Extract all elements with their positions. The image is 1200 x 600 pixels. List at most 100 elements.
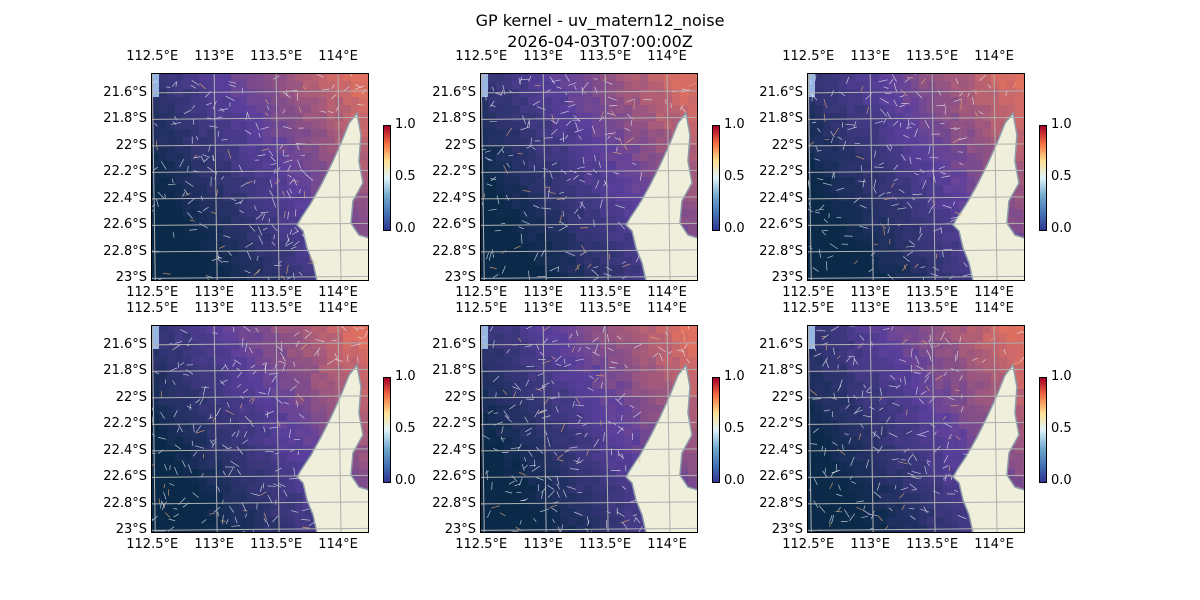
- field-cell: [191, 233, 200, 242]
- field-cell: [895, 225, 904, 234]
- field-cell: [544, 333, 553, 342]
- vector-arrow: [836, 187, 845, 191]
- gridline-lat: [480, 222, 698, 226]
- field-cell: [903, 249, 912, 258]
- field-cell: [231, 81, 240, 90]
- field-cell: [544, 257, 553, 266]
- field-cell: [552, 461, 561, 470]
- vector-arrow: [302, 508, 310, 512]
- vector-arrow: [823, 218, 828, 224]
- field-cell: [303, 257, 312, 266]
- vector-arrow: [285, 89, 288, 96]
- field-cell: [528, 493, 537, 502]
- vector-arrow: [184, 180, 194, 187]
- field-cell: [207, 397, 216, 406]
- field-cell: [592, 145, 601, 154]
- field-cell: [688, 185, 697, 194]
- field-cell: [847, 273, 856, 281]
- field-cell: [943, 209, 952, 218]
- vector-arrow: [308, 520, 318, 527]
- vector-arrow: [589, 375, 595, 380]
- vector-arrow: [271, 198, 277, 208]
- field-cell: [887, 113, 896, 122]
- field-cell: [560, 437, 569, 446]
- field-cell: [512, 145, 521, 154]
- field-cell: [576, 225, 585, 234]
- field-cell: [359, 405, 368, 414]
- field-cell: [560, 493, 569, 502]
- vector-arrow: [321, 88, 330, 91]
- vector-arrow: [163, 491, 167, 500]
- field-cell: [207, 365, 216, 374]
- field-cell: [648, 405, 657, 414]
- vector-arrow: [540, 508, 550, 513]
- field-cell: [664, 97, 673, 106]
- field-cell: [600, 341, 609, 350]
- field-cell: [879, 333, 888, 342]
- field-cell: [544, 177, 553, 186]
- field-cell: [624, 113, 633, 122]
- field-cell: [255, 169, 264, 178]
- gridline-lat: [151, 501, 369, 505]
- field-cell: [600, 485, 609, 494]
- field-cell: [359, 121, 368, 130]
- field-cell: [167, 129, 176, 138]
- field-cell: [624, 325, 633, 334]
- field-cell: [263, 357, 272, 366]
- field-cell: [967, 121, 976, 130]
- field-cell: [871, 249, 880, 258]
- field-cell: [943, 137, 952, 146]
- field-cell: [279, 485, 288, 494]
- field-cell: [991, 97, 1000, 106]
- field-cell: [536, 525, 545, 533]
- vector-arrow: [533, 518, 537, 522]
- vector-arrow: [860, 165, 863, 172]
- field-cell: [560, 461, 569, 470]
- vector-arrow: [922, 180, 927, 189]
- tick-label: 113.5°E: [579, 537, 632, 552]
- field-cell: [159, 373, 168, 382]
- field-cell: [271, 381, 280, 390]
- field-cell: [983, 341, 992, 350]
- tick-label: 113°E: [523, 537, 563, 552]
- field-cell: [863, 97, 872, 106]
- field-cell: [943, 113, 952, 122]
- field-cell: [263, 341, 272, 350]
- vector-arrow: [825, 261, 828, 271]
- vector-arrow: [633, 343, 643, 349]
- field-cell: [239, 257, 248, 266]
- field-cell: [191, 169, 200, 178]
- field-cell: [287, 357, 296, 366]
- vector-arrow: [290, 246, 297, 250]
- field-cell: [231, 525, 240, 533]
- field-cell: [207, 257, 216, 266]
- field-cell: [183, 469, 192, 478]
- field-cell: [319, 137, 328, 146]
- vector-arrow: [217, 486, 221, 492]
- field-cell: [175, 241, 184, 250]
- field-cell: [191, 273, 200, 281]
- field-cell: [991, 333, 1000, 342]
- field-cell: [271, 161, 280, 170]
- field-cell: [528, 185, 537, 194]
- field-cell: [879, 169, 888, 178]
- field-cell: [688, 437, 697, 446]
- field-cell: [496, 389, 505, 398]
- field-cell: [887, 145, 896, 154]
- field-cell: [271, 177, 280, 186]
- field-cell: [871, 105, 880, 114]
- field-cell: [600, 177, 609, 186]
- field-cell: [632, 113, 641, 122]
- field-cell: [295, 365, 304, 374]
- vector-arrow: [264, 364, 267, 374]
- field-cell: [496, 137, 505, 146]
- field-cell: [927, 145, 936, 154]
- field-cell: [911, 333, 920, 342]
- vector-arrow: [184, 189, 189, 196]
- field-cell: [287, 177, 296, 186]
- vector-arrow: [289, 449, 294, 452]
- vector-arrow: [557, 459, 564, 462]
- vector-arrow: [160, 390, 163, 398]
- field-cell: [239, 169, 248, 178]
- vector-arrow: [505, 194, 510, 201]
